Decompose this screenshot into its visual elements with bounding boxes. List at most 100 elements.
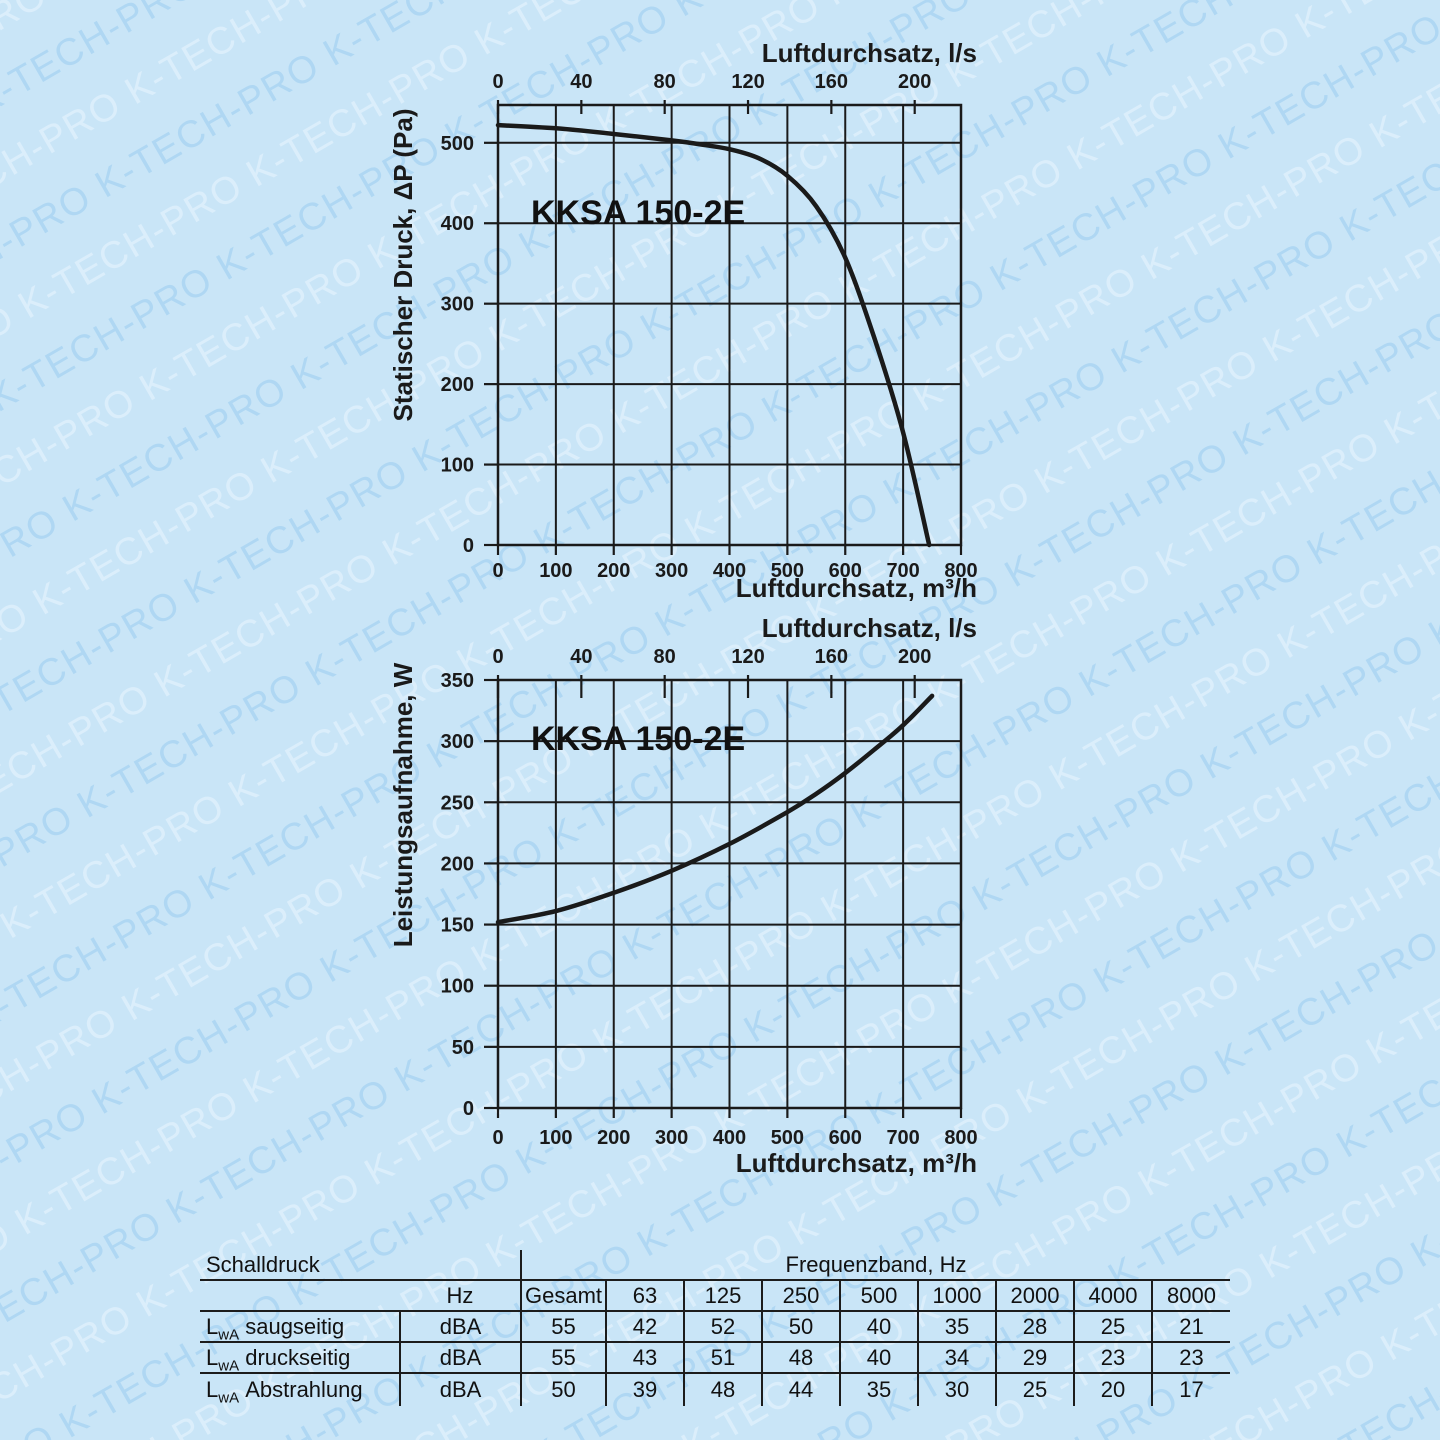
table-row: LwA saugseitig dBA 55 42 52 50 40 35 28 …: [200, 1311, 1231, 1343]
bottom-axis-title: Luftdurchsatz, m³/h: [736, 573, 977, 603]
top-axis-tick-label: 200: [898, 71, 931, 93]
bottom-axis-tick-label: 300: [655, 560, 688, 582]
row-label: LwA druckseitig: [200, 1342, 401, 1374]
table-cell: 20: [1073, 1373, 1152, 1406]
bottom-axis-tick-label: 200: [597, 1127, 630, 1149]
row-unit: dBA: [439, 1377, 482, 1402]
y-axis-tick-label: 250: [441, 792, 474, 814]
y-axis-tick-label: 400: [441, 213, 474, 235]
power-chart: 0 40 80 120 160 200 0 100 200 300 400 500 600 700 800 0…: [388, 613, 978, 1178]
table-cell: 55: [520, 1342, 606, 1374]
bottom-axis-tick-label: 700: [886, 560, 919, 582]
top-axis-tick-label: 80: [654, 646, 676, 668]
column-header: 1000: [917, 1280, 996, 1312]
y-axis-tick-label: 50: [452, 1037, 474, 1059]
pressure-chart: 0 40 80 120 160 200 0 100 200 300 400 500 600 700 800 0…: [388, 38, 978, 603]
y-axis-tick-label: 300: [441, 294, 474, 316]
bottom-axis-tick-label: 0: [492, 1127, 503, 1149]
table-cell: 40: [839, 1342, 918, 1374]
bottom-axis-tick-label: 0: [492, 560, 503, 582]
top-axis-title: Luftdurchsatz, l/s: [762, 613, 977, 643]
table-cell: 25: [995, 1373, 1074, 1406]
bottom-axis-tick-label: 100: [539, 1127, 572, 1149]
column-header: 63: [605, 1280, 684, 1312]
blank-cell: [200, 1280, 400, 1312]
table-cell: 35: [839, 1373, 918, 1406]
table-cell: 21: [1150, 1311, 1231, 1343]
table-cell: 42: [605, 1311, 684, 1343]
bottom-axis-tick-label: 600: [829, 560, 862, 582]
bottom-axis-title: Luftdurchsatz, m³/h: [736, 1148, 977, 1178]
row-label: LwA Abstrahlung: [200, 1373, 401, 1406]
table-cell: 40: [839, 1311, 918, 1343]
top-axis-tick-label: 200: [898, 646, 931, 668]
series-label: KKSA 150-2E: [531, 194, 745, 232]
bottom-axis-tick-label: 400: [713, 1127, 746, 1149]
bottom-axis-tick-label: 800: [944, 1127, 977, 1149]
top-axis-tick-label: 40: [570, 71, 592, 93]
row-label: LwA saugseitig: [200, 1311, 401, 1343]
y-axis-title: Leistungsaufnahme, W: [388, 662, 418, 947]
y-axis-tick-label: 350: [441, 670, 474, 692]
bottom-axis-tick-label: 800: [944, 560, 977, 582]
column-header: 125: [683, 1280, 762, 1312]
y-axis-tick-label: 0: [463, 535, 474, 557]
top-axis-tick-label: 160: [815, 71, 848, 93]
column-header: 500: [839, 1280, 918, 1312]
table-row: LwA Abstrahlung dBA 50 39 48 44 35 30 25…: [200, 1373, 1231, 1406]
bottom-axis-tick-label: 400: [713, 560, 746, 582]
table-cell: 43: [605, 1342, 684, 1374]
bottom-axis-tick-label: 200: [597, 560, 630, 582]
table-cell: 23: [1073, 1342, 1152, 1374]
table-cell: 48: [683, 1373, 762, 1406]
table-cell: 17: [1150, 1373, 1231, 1406]
column-header: 250: [761, 1280, 840, 1312]
table-cell: 28: [995, 1311, 1074, 1343]
column-header: Gesamt: [520, 1280, 606, 1312]
sound-pressure-table: Schalldruck Frequenzband, Hz Hz Gesamt 6…: [200, 1250, 1231, 1406]
top-axis-tick-label: 0: [492, 71, 503, 93]
table-cell: 34: [917, 1342, 996, 1374]
column-header: 4000: [1073, 1280, 1152, 1312]
table-corner-label: Schalldruck: [200, 1250, 521, 1281]
y-axis-tick-label: 500: [441, 133, 474, 155]
y-axis-tick-label: 100: [441, 455, 474, 477]
table-cell: 25: [1073, 1311, 1152, 1343]
top-axis-tick-label: 160: [815, 646, 848, 668]
row-unit: dBA: [400, 1311, 521, 1343]
y-axis-tick-label: 0: [463, 1098, 474, 1120]
top-axis-tick-label: 40: [570, 646, 592, 668]
table-cell: 48: [761, 1342, 840, 1374]
y-axis-tick-label: 200: [441, 374, 474, 396]
table-cell: 44: [761, 1373, 840, 1406]
table-cell: 29: [995, 1342, 1074, 1374]
table-cell: 55: [520, 1311, 606, 1343]
table-cell: 23: [1150, 1342, 1231, 1374]
y-axis-tick-label: 300: [441, 731, 474, 753]
series-label: KKSA 150-2E: [531, 720, 745, 758]
y-axis-tick-label: 100: [441, 976, 474, 998]
bottom-axis-tick-label: 300: [655, 1127, 688, 1149]
table-cell: 35: [917, 1311, 996, 1343]
table-cell: 30: [917, 1373, 996, 1406]
column-header: 2000: [995, 1280, 1074, 1312]
bottom-axis-tick-label: 700: [886, 1127, 919, 1149]
column-header: 8000: [1150, 1280, 1231, 1312]
table-cell: 50: [520, 1373, 606, 1406]
frequency-band-header: Frequenzband, Hz: [519, 1250, 1231, 1281]
power-curve: [495, 693, 935, 925]
unit-column-header: Hz: [400, 1280, 521, 1312]
table-cell: 51: [683, 1342, 762, 1374]
y-axis-title: Statischer Druck, ΔP (Pa): [388, 109, 418, 422]
table-row: LwA druckseitig dBA 55 43 51 48 40 34 29…: [200, 1342, 1231, 1374]
table-cell: 50: [761, 1311, 840, 1343]
table-header-row: Hz Gesamt 63 125 250 500 1000 2000 4000 …: [200, 1280, 1231, 1312]
top-axis-tick-label: 0: [492, 646, 503, 668]
y-axis-tick-label: 200: [441, 853, 474, 875]
bottom-axis-tick-label: 500: [771, 1127, 804, 1149]
row-unit: dBA: [400, 1342, 521, 1374]
bottom-axis-tick-label: 500: [771, 560, 804, 582]
table-cell: 39: [605, 1373, 684, 1406]
top-axis-tick-label: 120: [731, 71, 764, 93]
